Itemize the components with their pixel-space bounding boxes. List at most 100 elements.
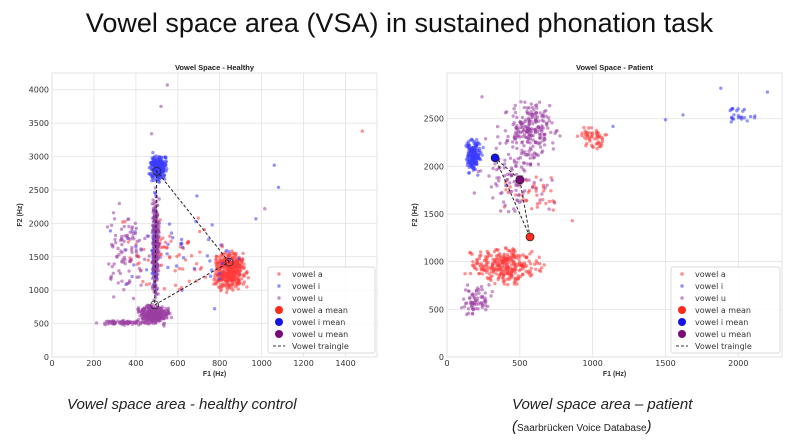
legend-marker-point	[680, 296, 684, 300]
point-vowel-a	[485, 256, 489, 261]
point-vowel-a	[214, 254, 219, 259]
point-vowel-u	[540, 149, 545, 153]
point-vowel-a	[598, 135, 602, 139]
point-vowel-u	[525, 139, 530, 144]
point-vowel-u	[490, 289, 494, 294]
point-vowel-u	[524, 135, 529, 140]
point-vowel-a	[505, 254, 510, 259]
point-vowel-u	[135, 275, 139, 279]
point-vowel-a	[508, 185, 512, 189]
point-vowel-u	[522, 144, 526, 148]
point-vowel-u	[155, 316, 160, 320]
point-vowel-a	[593, 137, 597, 141]
point-vowel-a	[235, 261, 239, 265]
point-vowel-u	[503, 129, 508, 133]
point-vowel-u	[134, 226, 138, 231]
point-vowel-u	[494, 146, 498, 150]
point-vowel-u	[491, 196, 495, 200]
y-tick-label: 3500	[29, 119, 49, 128]
point-vowel-u	[463, 288, 468, 292]
point-vowel-a	[481, 264, 486, 268]
point-vowel-i	[160, 166, 164, 171]
legend-marker-mean	[678, 306, 686, 314]
point-vowel-i	[155, 161, 159, 166]
point-vowel-u	[532, 127, 536, 132]
chart-title: Vowel Space - Patient	[576, 63, 653, 72]
point-vowel-a	[595, 146, 599, 151]
point-vowel-i	[210, 223, 214, 227]
point-vowel-a	[498, 273, 502, 277]
point-vowel-u	[479, 295, 483, 299]
point-vowel-i	[237, 256, 241, 261]
point-vowel-a	[239, 277, 244, 281]
point-vowel-u	[94, 321, 99, 325]
point-vowel-u	[467, 289, 471, 293]
point-vowel-u	[466, 307, 471, 311]
point-vowel-u	[143, 309, 148, 313]
point-vowel-u	[470, 312, 475, 316]
point-vowel-a	[500, 268, 504, 272]
point-vowel-u	[120, 242, 124, 247]
point-vowel-u	[505, 178, 509, 182]
point-vowel-a	[242, 274, 246, 278]
point-vowel-u	[512, 180, 516, 184]
point-vowel-u	[513, 103, 517, 108]
point-vowel-u	[460, 306, 464, 310]
x-tick-label: 0	[444, 359, 449, 368]
point-vowel-u	[503, 203, 507, 207]
point-vowel-i	[134, 244, 138, 249]
legend-marker-point	[680, 272, 684, 276]
point-vowel-a	[230, 273, 234, 278]
point-vowel-a	[575, 134, 580, 138]
point-vowel-u	[117, 269, 121, 273]
point-vowel-u	[518, 121, 523, 125]
point-vowel-a	[544, 201, 548, 206]
point-vowel-a	[533, 262, 537, 266]
point-vowel-u	[123, 248, 127, 252]
point-vowel-u	[142, 257, 147, 261]
point-vowel-u	[149, 132, 154, 136]
point-vowel-i	[161, 163, 166, 167]
point-vowel-u	[127, 259, 132, 264]
point-vowel-u	[155, 263, 160, 267]
point-vowel-u	[143, 321, 147, 325]
point-vowel-u	[530, 185, 535, 189]
point-vowel-u	[114, 240, 118, 245]
point-vowel-u	[503, 158, 507, 162]
point-vowel-u	[506, 209, 511, 214]
point-vowel-a	[513, 193, 518, 197]
point-vowel-a	[489, 270, 494, 274]
point-vowel-a	[162, 287, 167, 291]
legend-label: vowel a	[695, 270, 726, 279]
point-vowel-u	[495, 168, 499, 172]
point-vowel-a	[512, 282, 517, 286]
point-vowel-a	[161, 236, 165, 240]
legend: vowel a vowel i vowel u vowel a mean vowel i…	[267, 266, 376, 354]
point-vowel-u	[479, 284, 484, 289]
point-vowel-u	[551, 147, 556, 151]
point-vowel-u	[139, 247, 143, 251]
mean-vowel-i	[152, 166, 162, 176]
point-vowel-a	[142, 247, 146, 252]
point-vowel-a	[226, 272, 231, 276]
point-vowel-a	[236, 276, 240, 281]
point-vowel-a	[513, 271, 517, 275]
point-vowel-a	[246, 276, 250, 280]
point-vowel-i	[469, 160, 474, 164]
point-vowel-u	[145, 234, 149, 238]
point-vowel-u	[519, 165, 524, 169]
point-vowel-a	[195, 262, 199, 266]
point-vowel-a	[518, 254, 523, 258]
mean-vowel-a	[525, 232, 535, 242]
point-vowel-u	[538, 141, 542, 145]
point-vowel-u	[149, 309, 154, 314]
point-vowel-a	[594, 128, 599, 133]
point-vowel-u	[140, 314, 144, 318]
point-vowel-u	[126, 236, 131, 241]
point-vowel-a	[169, 239, 173, 243]
point-vowel-u	[506, 152, 511, 157]
x-tick-label: 2000	[728, 359, 748, 368]
point-vowel-a	[489, 275, 493, 279]
point-vowel-a	[167, 254, 172, 259]
